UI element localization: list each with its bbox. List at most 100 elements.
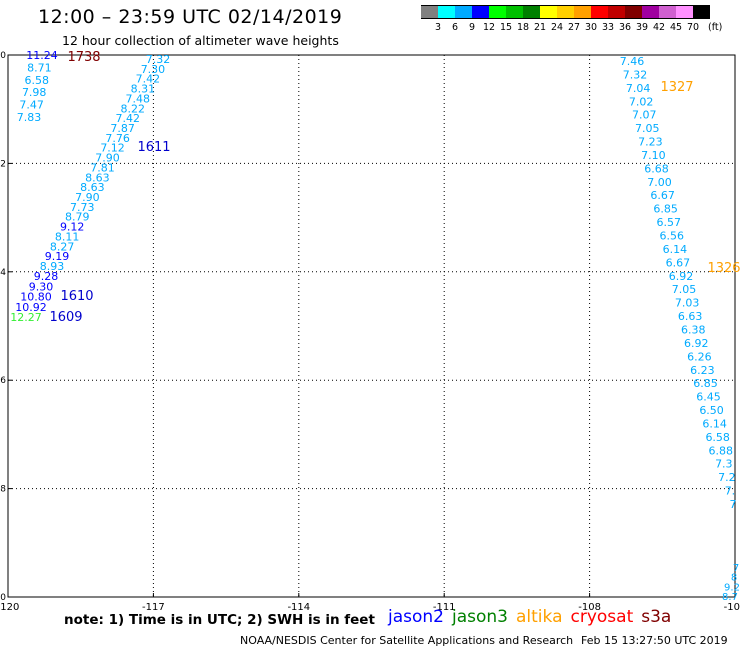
wave-height-label: 6.88 [709,444,734,457]
footer-note: note: 1) Time is in UTC; 2) SWH is in fe… [64,612,375,628]
wave-height-label: 11.24 [26,49,58,62]
wave-height-label: 6.63 [678,310,703,323]
wave-height-label: 8.22 [121,102,146,115]
wave-height-label: 10.92 [15,301,47,314]
wave-height-label: 8.79 [65,211,90,224]
wave-height-label: 6.38 [681,323,706,336]
wave-height-label: 6.23 [690,364,715,377]
wave-height-label: 12.27 [10,311,42,324]
color-scale-unit: (ft) [708,22,723,33]
wave-height-label: 7.23 [638,136,663,149]
wave-height-label: 6.58 [705,431,730,444]
color-swatch [608,5,625,19]
overpass-time-label: 1738 [67,50,100,65]
legend-altika: altika [516,607,563,627]
wave-height-label: 7.05 [635,122,660,135]
wave-height-label: 8 [731,573,737,584]
wave-height-label: 8.11 [55,230,80,243]
wave-height-label: 6.68 [644,162,669,175]
wave-height-label: 7.42 [136,73,161,86]
wave-height-label: 8.27 [50,240,75,253]
color-scale-label: 42 [652,22,666,33]
satellite-legend: jason2 jason3 altika cryosat s3a [388,607,679,627]
color-swatch [506,5,523,19]
map-subtitle: 12 hour collection of altimeter wave hei… [62,33,339,48]
wave-height-label: 7.42 [115,112,140,125]
wave-height-label: 7.10 [641,149,666,162]
wave-height-label: 7.83 [17,111,42,124]
wave-height-label: 6.26 [687,350,712,363]
map-frame [7,54,736,598]
overpass-time-label: 1327 [660,80,693,95]
map-title: 12:00 – 23:59 UTC 02/14/2019 [38,6,343,28]
lon-tick-label: -105 [724,602,740,613]
legend-jason2: jason2 [388,607,444,627]
wave-height-label: 9.19 [45,250,70,263]
lon-tick-label: -120 [0,602,19,613]
wave-height-label: 10.80 [20,291,52,304]
color-scale-label: 45 [669,22,683,33]
wave-height-label: 7.47 [19,99,44,112]
wave-height-label: 7.07 [632,109,657,122]
wave-height-label: 9.30 [29,280,54,293]
wave-height-label: 6.14 [702,417,727,430]
color-scale-label: 21 [533,22,547,33]
color-scale-label: 30 [584,22,598,33]
wave-height-label: 9.28 [34,270,59,283]
wave-height-label: 8.71 [27,61,52,74]
wave-height-label: 7.90 [75,191,100,204]
wave-height-label: 7.98 [22,86,47,99]
wave-height-label: 9.12 [60,221,85,234]
color-scale-label: 36 [618,22,632,33]
lon-tick-label: -108 [578,602,601,613]
wave-height-label: 7.48 [126,92,151,105]
credit-text: NOAA/NESDIS Center for Satellite Applica… [240,634,574,647]
lon-tick-label: -111 [433,602,456,613]
color-swatch [438,5,455,19]
color-scale-label: 9 [468,22,476,33]
color-scale-label: 18 [516,22,530,33]
lat-tick-label: -30 [0,51,6,61]
wave-height-label: 7.90 [95,152,120,165]
wave-height-label: 7.32 [146,53,171,66]
lat-tick-label: -34 [0,268,6,278]
wave-height-label: 7.76 [105,132,130,145]
overpass-time-label: 1610 [60,289,93,304]
wave-height-label: 7.3 [715,458,733,471]
color-swatch [557,5,574,19]
overpass-time-label: 1326 [707,261,740,276]
wave-height-label: 8.63 [85,171,110,184]
color-swatch [455,5,472,19]
wave-height-label: 7 [730,498,737,511]
wave-height-label: 7.05 [672,283,697,296]
wave-height-label: 7.03 [675,297,700,310]
color-swatch [421,5,438,19]
color-swatch [591,5,608,19]
color-scale-label: 27 [567,22,581,33]
lat-tick-label: -32 [0,159,6,169]
color-swatch [523,5,540,19]
color-scale-label: 24 [550,22,564,33]
lat-tick-label: -40 [0,593,6,603]
color-swatch [540,5,557,19]
color-scale-label: 33 [601,22,615,33]
color-swatch [574,5,591,19]
overpass-time-label: 1611 [137,140,170,155]
color-swatch [693,5,710,19]
wave-height-label: 7.12 [100,142,125,155]
wave-height-label: 6.67 [650,189,675,202]
wave-height-label: 6.56 [660,230,685,243]
color-swatch [659,5,676,19]
wave-height-label: 7.2 [718,471,736,484]
wave-height-label: 7.73 [70,201,95,214]
color-swatch [676,5,693,19]
wave-height-label: 7.04 [626,82,651,95]
legend-jason3: jason3 [452,607,508,627]
color-scale-label: 70 [686,22,700,33]
lon-tick-label: -117 [142,602,165,613]
color-swatch [489,5,506,19]
color-scale-label: 6 [451,22,459,33]
color-scale-label: 15 [499,22,513,33]
wave-height-label: 6.85 [693,377,718,390]
wave-height-label: 6.67 [666,256,691,269]
